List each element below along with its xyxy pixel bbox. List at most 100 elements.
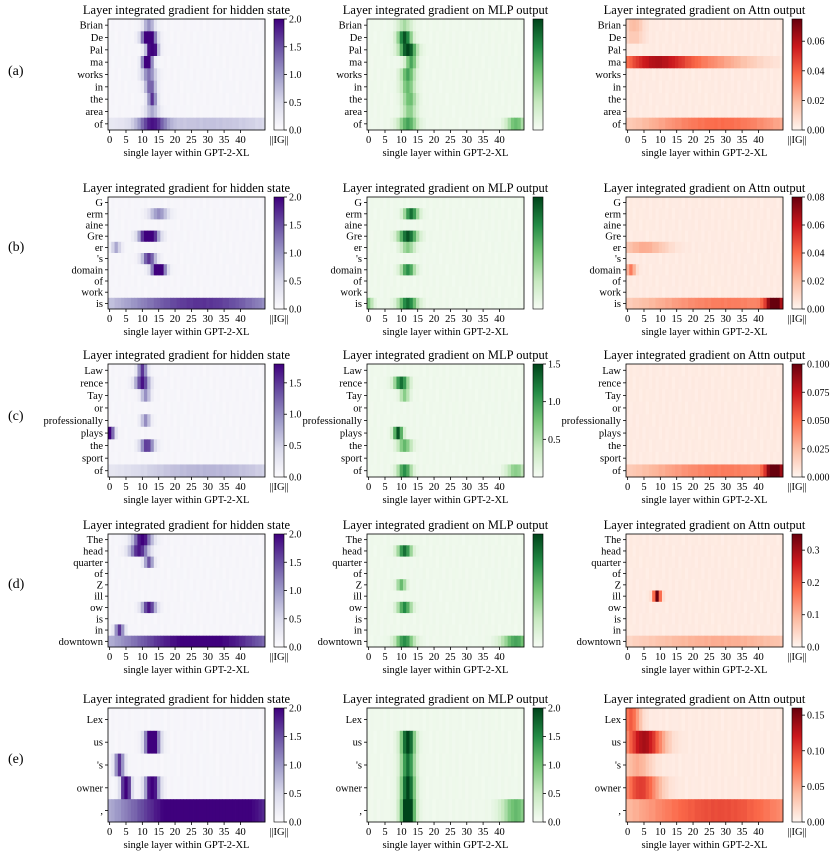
- heatmap-cell: [367, 219, 371, 231]
- heatmap-cell: [386, 286, 391, 299]
- heatmap-cell: [694, 208, 699, 220]
- heatmap-cell: [376, 93, 381, 106]
- heatmap-cell: [648, 105, 653, 119]
- heatmap-cell: [261, 389, 266, 403]
- heatmap-cell: [776, 68, 781, 82]
- heatmap-cell: [225, 534, 230, 546]
- heatmap-cell: [442, 253, 446, 265]
- heatmap-cell: [747, 241, 751, 254]
- heatmap-cell: [488, 208, 492, 220]
- heatmap-cell: [166, 414, 171, 428]
- colorbar-label: ||IG||: [787, 314, 807, 325]
- heatmap-cell: [756, 426, 761, 440]
- heatmap-cell: [442, 93, 446, 106]
- heatmap-cell: [173, 635, 178, 648]
- heatmap-cell: [753, 230, 758, 243]
- heatmap-cell: [386, 426, 391, 440]
- heatmap-cell: [701, 401, 705, 415]
- y-tick-label: Brian: [339, 21, 363, 32]
- heatmap-cell: [471, 197, 476, 209]
- x-axis-label: single layer within GPT-2-XL: [383, 327, 509, 338]
- heatmap-cell: [510, 364, 515, 377]
- heatmap-cell: [127, 241, 132, 254]
- heatmap-cell: [432, 80, 437, 94]
- heatmap-cell: [733, 286, 738, 299]
- heatmap-cell: [117, 264, 122, 276]
- heatmap-cell: [488, 43, 492, 57]
- heatmap-cell: [389, 208, 394, 220]
- heatmap-cell: [143, 19, 148, 32]
- heatmap-cell: [258, 275, 263, 287]
- heatmap-cell: [124, 579, 129, 591]
- heatmap-cell: [176, 117, 181, 131]
- heatmap-cell: [196, 464, 200, 478]
- heatmap-cell: [484, 439, 489, 453]
- heatmap-cell: [652, 93, 656, 106]
- heatmap-cell: [429, 93, 433, 106]
- heatmap-cell: [399, 31, 404, 45]
- heatmap-cell: [730, 208, 735, 220]
- heatmap-cell: [697, 464, 702, 478]
- heatmap-cell: [160, 414, 164, 428]
- heatmap-cell: [209, 31, 214, 45]
- heatmap-cell: [419, 43, 423, 57]
- heatmap-cell: [199, 43, 204, 57]
- heatmap-cell: [232, 253, 236, 265]
- heatmap-cell: [406, 451, 410, 465]
- heatmap-cell: [173, 117, 178, 131]
- heatmap-cell: [202, 376, 207, 390]
- heatmap-cell: [691, 19, 696, 32]
- heatmap-cell: [727, 80, 732, 94]
- heatmap-cell: [402, 364, 407, 377]
- heatmap-cell: [157, 264, 161, 276]
- heatmap-cell: [202, 105, 207, 119]
- heatmap-cell: [626, 19, 630, 32]
- heatmap-cell: [494, 56, 499, 69]
- heatmap-cell: [711, 43, 715, 57]
- heatmap-cell: [714, 464, 718, 478]
- heatmap-cell: [193, 534, 197, 546]
- heatmap-cell: [697, 68, 702, 82]
- heatmap-cell: [134, 635, 138, 648]
- heatmap-cell: [157, 208, 161, 220]
- heatmap-cell: [632, 451, 637, 465]
- heatmap-cell: [108, 401, 112, 415]
- heatmap-cell: [481, 426, 486, 440]
- heatmap-cell: [389, 19, 394, 32]
- heatmap-cell: [370, 208, 374, 220]
- heatmap-cell: [193, 93, 197, 106]
- heatmap-cell: [724, 19, 728, 32]
- heatmap-cell: [691, 56, 696, 69]
- heatmap-cell: [380, 376, 384, 390]
- heatmap-cell: [733, 105, 738, 119]
- heatmap-cell: [422, 68, 427, 82]
- heatmap-cell: [124, 31, 129, 45]
- y-tick-label: plays: [599, 429, 621, 440]
- heatmap-cell: [251, 635, 256, 648]
- heatmap-cell: [108, 579, 112, 591]
- heatmap-cell: [150, 31, 155, 45]
- heatmap-cell: [468, 401, 473, 415]
- x-tick-label: 5: [123, 135, 128, 146]
- heatmap-cell: [474, 275, 479, 287]
- heatmap-cell: [655, 117, 660, 131]
- heatmap-cell: [737, 197, 741, 209]
- heatmap-cell: [422, 364, 427, 377]
- heatmap-cell: [632, 275, 637, 287]
- heatmap-cell: [219, 197, 223, 209]
- heatmap-cell: [481, 401, 486, 415]
- heatmap-cell: [455, 197, 459, 209]
- heatmap-cell: [724, 219, 728, 231]
- heatmap-cell: [497, 275, 502, 287]
- heatmap-cell: [478, 197, 482, 209]
- heatmap-cell: [465, 230, 469, 243]
- heatmap-cell: [183, 439, 187, 453]
- heatmap-cell: [150, 426, 155, 440]
- heatmap-cell: [229, 253, 233, 265]
- heatmap-cell: [668, 286, 673, 299]
- heatmap-cell: [380, 31, 384, 45]
- heatmap-cell: [147, 117, 151, 131]
- heatmap-cell: [202, 464, 207, 478]
- heatmap-cell: [655, 253, 660, 265]
- heatmap-cell: [645, 43, 650, 57]
